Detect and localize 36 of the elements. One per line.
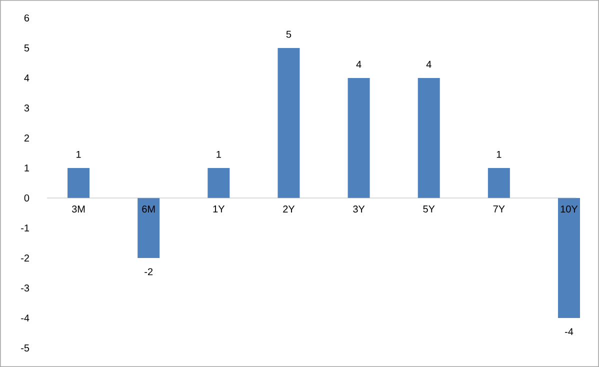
bar: [208, 168, 230, 198]
bar: [138, 198, 160, 258]
bar: [278, 48, 300, 198]
data-label: 5: [286, 30, 292, 38]
data-label: 4: [356, 60, 362, 68]
y-tick-label: 3: [24, 104, 30, 112]
data-label: 1: [216, 150, 221, 158]
y-tick-label: -2: [21, 254, 29, 262]
x-tick-label: 3Y: [353, 206, 365, 213]
y-tick-label: 0: [24, 194, 30, 202]
y-tick-label: 6: [24, 14, 30, 22]
y-tick-label: -1: [21, 224, 29, 232]
y-tick-label: 1: [24, 164, 29, 172]
x-tick-label: 1Y: [213, 206, 225, 212]
y-tick-label: 4: [24, 74, 30, 82]
y-tick-label: 5: [24, 44, 30, 52]
data-label: 1: [496, 150, 502, 158]
x-tick-label: 5Y: [423, 206, 435, 212]
x-tick-label: 3M: [72, 206, 85, 213]
bar: [488, 168, 510, 198]
data-label: 1: [76, 150, 81, 158]
y-tick-label: -3: [21, 284, 30, 292]
bar: [418, 78, 440, 198]
x-tick-label: 6M: [142, 206, 155, 213]
bar: [68, 168, 90, 198]
bar: [348, 78, 370, 198]
y-tick-label: -4: [21, 314, 30, 322]
y-tick-label: 2: [24, 134, 29, 142]
data-label: -2: [144, 268, 153, 276]
y-tick-label: -5: [21, 344, 30, 352]
x-tick-label: 7Y: [493, 206, 505, 212]
x-tick-label: 2Y: [283, 206, 295, 212]
x-tick-label: 10Y: [560, 206, 578, 213]
data-label: -4: [565, 328, 574, 336]
bar: [558, 198, 580, 318]
data-label: 4: [426, 60, 432, 68]
